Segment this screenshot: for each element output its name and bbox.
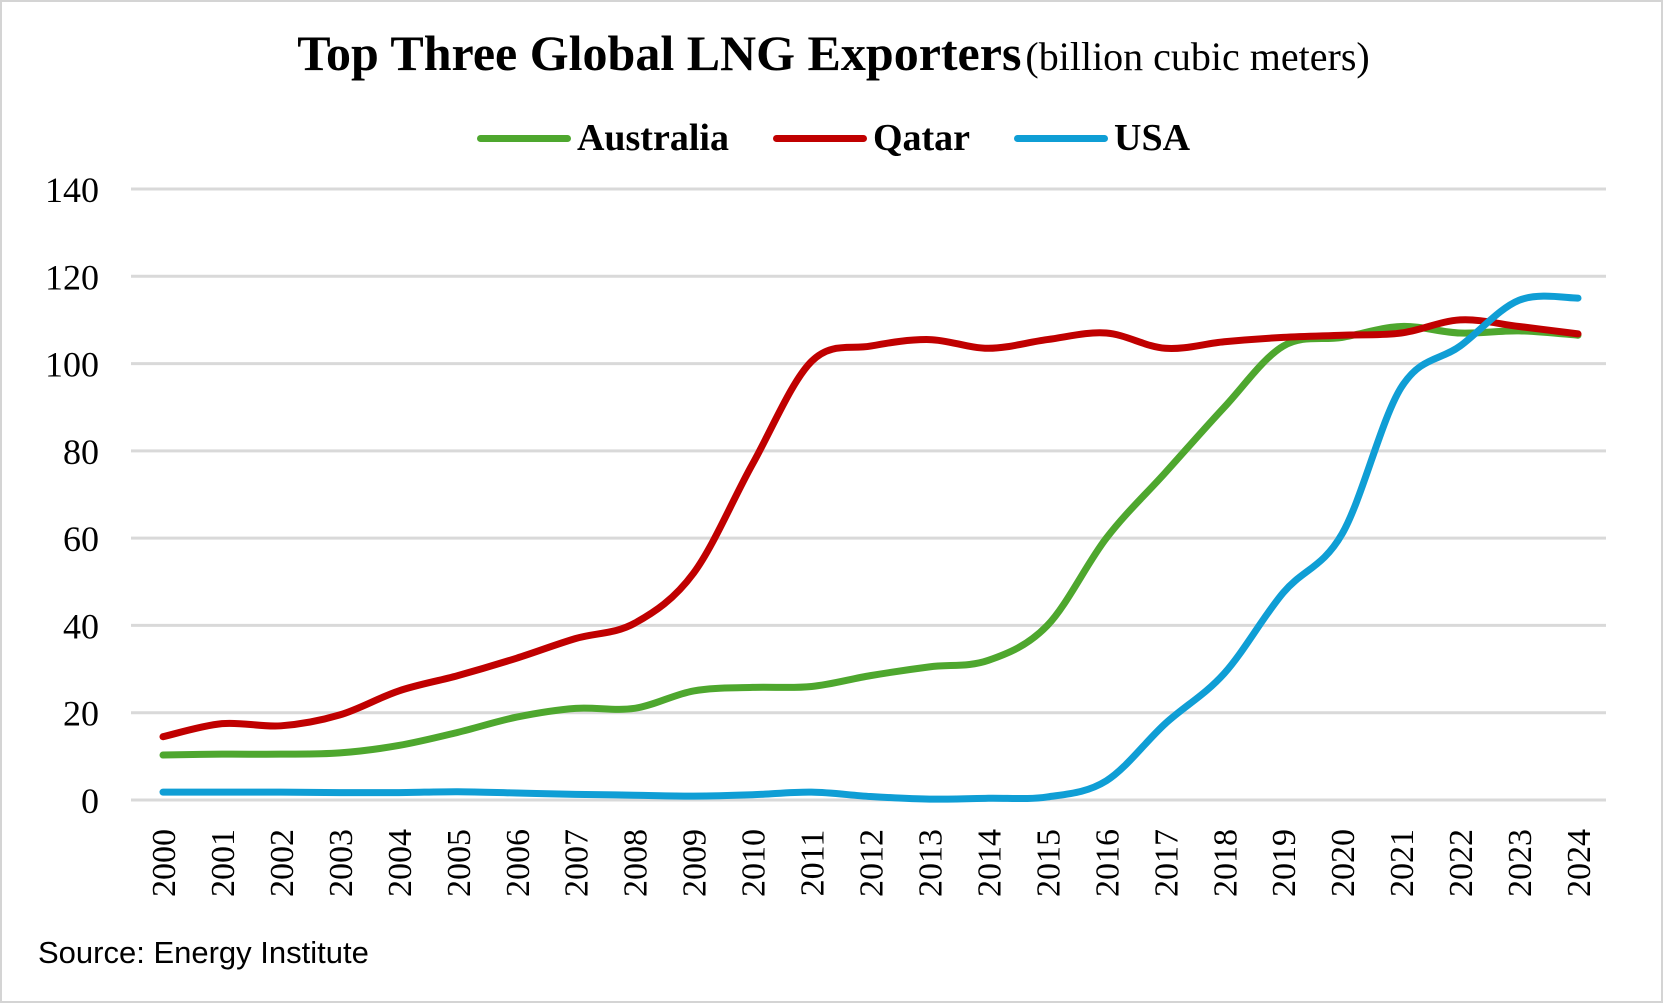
y-tick-label: 140 <box>45 170 99 210</box>
x-tick-label: 2010 <box>736 829 773 897</box>
x-tick-label: 2019 <box>1266 829 1303 897</box>
x-tick-label: 2013 <box>912 829 949 897</box>
title-main: Top Three Global LNG Exporters <box>297 25 1022 81</box>
x-tick-label: 2001 <box>205 829 242 897</box>
y-tick-label: 40 <box>63 606 99 646</box>
legend: Australia Qatar USA <box>2 116 1661 160</box>
x-tick-label: 2008 <box>618 829 655 897</box>
y-tick-label: 20 <box>63 694 99 734</box>
x-tick-label: 2004 <box>382 829 419 897</box>
legend-item-usa: USA <box>1014 116 1190 160</box>
x-tick-label: 2012 <box>854 829 891 897</box>
x-tick-label: 2018 <box>1207 829 1244 897</box>
y-tick-label: 60 <box>63 519 99 559</box>
x-tick-label: 2002 <box>264 829 301 897</box>
x-tick-label: 2021 <box>1384 829 1421 897</box>
legend-item-qatar: Qatar <box>772 116 971 160</box>
y-tick-label: 100 <box>45 345 99 385</box>
x-tick-label: 2024 <box>1561 829 1598 897</box>
x-tick-label: 2023 <box>1502 829 1539 897</box>
series-line-usa <box>159 292 1582 803</box>
y-tick-label: 120 <box>45 257 99 297</box>
legend-label-qatar: Qatar <box>872 117 971 159</box>
series-line-qatar <box>159 316 1582 741</box>
x-tick-label: 2017 <box>1148 829 1185 897</box>
x-tick-label: 2011 <box>795 830 832 897</box>
x-tick-label: 2016 <box>1089 829 1126 897</box>
legend-swatch-qatar <box>772 134 867 142</box>
y-tick-label: 0 <box>81 781 99 821</box>
chart-title: Top Three Global LNG Exporters (billion … <box>2 24 1661 82</box>
legend-swatch-usa <box>1014 134 1109 142</box>
y-tick-label: 80 <box>63 432 99 472</box>
legend-item-australia: Australia <box>476 116 729 160</box>
x-tick-label: 2006 <box>500 829 537 897</box>
x-tick-label: 2015 <box>1030 829 1067 897</box>
series-line-australia <box>159 322 1582 759</box>
x-tick-label: 2014 <box>971 829 1008 897</box>
legend-label-australia: Australia <box>576 117 729 159</box>
x-tick-label: 2020 <box>1325 829 1362 897</box>
x-tick-label: 2005 <box>441 829 478 897</box>
x-tick-label: 2000 <box>146 829 183 897</box>
title-subtitle: (billion cubic meters) <box>1025 34 1370 79</box>
legend-label-usa: USA <box>1114 117 1191 159</box>
source-note: Source: Energy Institute <box>38 935 369 970</box>
legend-swatch-australia <box>476 134 571 142</box>
x-tick-label: 2022 <box>1443 829 1480 897</box>
x-tick-label: 2003 <box>323 829 360 897</box>
x-tick-label: 2009 <box>677 829 714 897</box>
x-tick-label: 2007 <box>559 829 596 897</box>
